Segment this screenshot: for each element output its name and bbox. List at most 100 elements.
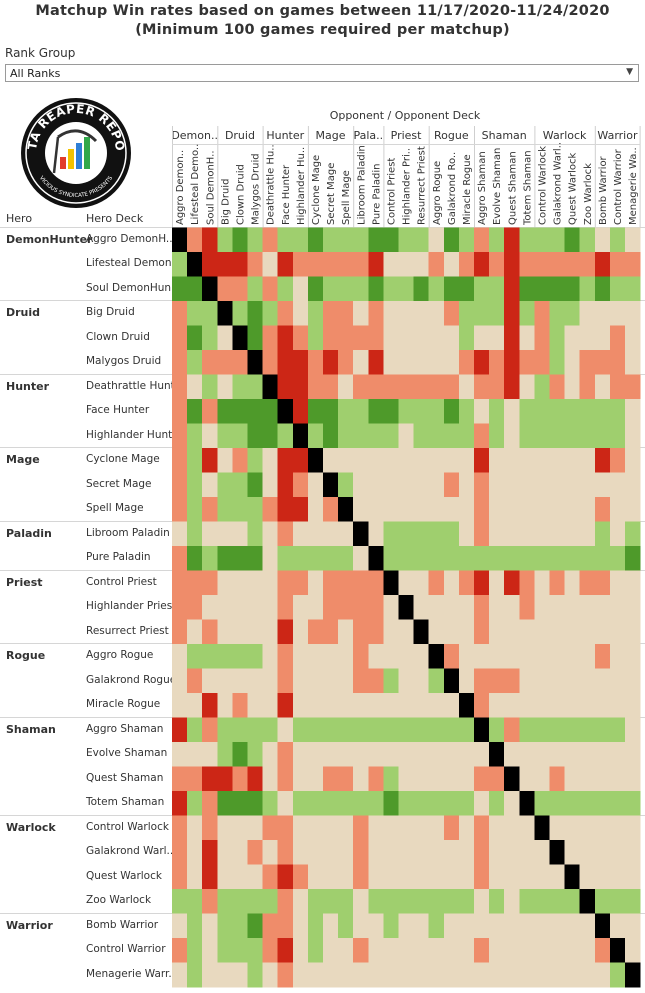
heatmap-cell	[519, 668, 535, 694]
heatmap-cell	[504, 374, 520, 400]
heatmap-cell	[353, 815, 369, 841]
heatmap-cell	[564, 668, 580, 694]
heatmap-cell	[609, 840, 626, 865]
heatmap-cell	[202, 276, 218, 302]
heatmap-cell	[398, 668, 414, 694]
heatmap-cell	[474, 276, 490, 302]
heatmap-cell	[458, 472, 475, 498]
heatmap-cell	[277, 864, 294, 890]
heatmap-cell	[625, 717, 641, 743]
heatmap-cell	[202, 668, 218, 694]
heatmap-cell	[625, 521, 641, 547]
heatmap-cell	[172, 325, 188, 351]
heatmap-cell	[413, 350, 429, 375]
heatmap-cell	[398, 301, 414, 326]
heatmap-cell	[519, 350, 535, 375]
heatmap-cell	[458, 962, 475, 988]
heatmap-cell	[625, 374, 641, 400]
heatmap-cell	[323, 399, 339, 424]
heatmap-cell	[489, 938, 505, 963]
heatmap-cell	[534, 766, 550, 792]
heatmap-cell	[549, 815, 565, 841]
heatmap-cell	[323, 472, 339, 498]
heatmap-cell	[458, 791, 475, 816]
heatmap-cell	[564, 448, 580, 473]
heatmap-cell	[594, 644, 611, 669]
heatmap-cell	[594, 252, 611, 277]
heatmap-cell	[277, 668, 294, 694]
heatmap-cell	[549, 595, 565, 620]
heatmap-cell	[323, 350, 339, 375]
heatmap-cell	[504, 913, 520, 939]
heatmap-cell	[534, 864, 550, 890]
heatmap-cell	[187, 301, 203, 326]
heatmap-cell	[549, 766, 565, 792]
heatmap-cell	[428, 423, 445, 449]
heatmap-cell	[625, 448, 641, 473]
heatmap-cell	[232, 840, 248, 865]
heatmap-cell	[292, 668, 309, 694]
rank-group-dropdown[interactable]: All Ranks ▼	[5, 64, 639, 82]
heatmap-cell	[489, 766, 505, 792]
heatmap-cell	[172, 864, 188, 890]
heatmap-cell	[292, 864, 309, 890]
heatmap-cell	[323, 864, 339, 890]
heatmap-cell	[247, 497, 263, 522]
heatmap-cell	[625, 889, 641, 914]
hero-deck-label: Big Druid	[86, 306, 135, 318]
heatmap-cell	[383, 889, 399, 914]
heatmap-cell	[202, 693, 218, 718]
heatmap-cell	[217, 619, 233, 645]
heatmap-cell	[172, 301, 188, 326]
heatmap-cell	[489, 497, 505, 522]
heatmap-cell	[323, 889, 339, 914]
heatmap-cell	[443, 644, 460, 669]
heatmap-cell	[247, 374, 263, 400]
heatmap-cell	[368, 325, 384, 351]
hero-deck-label: Deathrattle Hunt..	[86, 379, 182, 392]
heatmap-cell	[458, 546, 475, 571]
heatmap-cell	[625, 227, 641, 253]
heatmap-cell	[353, 644, 369, 669]
heatmap-cell	[307, 619, 324, 645]
heatmap-cell	[398, 595, 414, 620]
heatmap-cell	[594, 546, 611, 571]
heatmap-cell	[519, 938, 535, 963]
hero-class-label: Paladin	[6, 526, 52, 540]
heatmap-cell	[232, 325, 248, 351]
heatmap-cell	[458, 717, 475, 743]
heatmap-cell	[625, 546, 641, 571]
heatmap-cell	[474, 301, 490, 326]
heatmap-cell	[323, 374, 339, 400]
opponent-class-label: Mage	[316, 129, 346, 142]
heatmap-cell	[413, 325, 429, 351]
heatmap-cell	[489, 423, 505, 449]
heatmap-cell	[564, 276, 580, 302]
heatmap-cell	[609, 472, 626, 498]
heatmap-cell	[504, 644, 520, 669]
heatmap-cell	[594, 889, 611, 914]
heatmap-cell	[594, 570, 611, 596]
heatmap-cell	[338, 791, 354, 816]
heatmap-cell	[292, 374, 309, 400]
heatmap-cell	[594, 325, 611, 351]
heatmap-cell	[519, 570, 535, 596]
heatmap-cell	[519, 301, 535, 326]
heatmap-cell	[489, 521, 505, 547]
chevron-down-icon[interactable]: ▼	[626, 67, 633, 77]
heatmap-cell	[323, 301, 339, 326]
heatmap-cell	[458, 301, 475, 326]
heatmap-cell	[413, 497, 429, 522]
heatmap-cell	[202, 301, 218, 326]
heatmap-cell	[564, 644, 580, 669]
heatmap-cell	[368, 472, 384, 498]
heatmap-cell	[247, 840, 263, 865]
heatmap-cell	[217, 301, 233, 326]
heatmap-cell	[579, 521, 596, 547]
heatmap-cell	[307, 791, 324, 816]
heatmap-cell	[353, 301, 369, 326]
heatmap-cell	[292, 938, 309, 963]
hero-deck-label: Aggro Rogue	[86, 649, 154, 661]
heatmap-cell	[383, 546, 399, 571]
heatmap-cell	[172, 668, 188, 694]
